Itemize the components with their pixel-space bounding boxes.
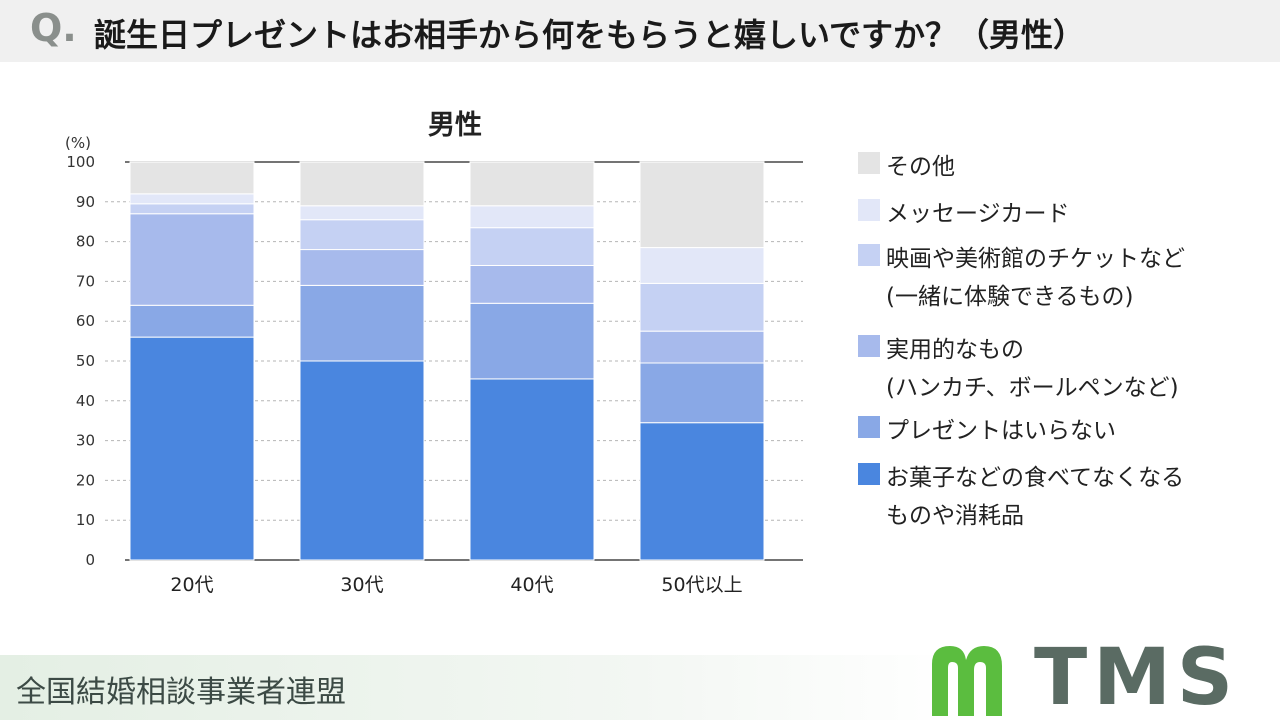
bar-segment: [129, 336, 255, 561]
bar-segment: [639, 247, 765, 284]
legend-label-line: (一緒に体験できるもの): [886, 284, 1134, 310]
legend-label-line: (ハンカチ、ボールペンなど): [886, 375, 1179, 401]
bar-segment: [469, 302, 595, 380]
legend-swatch: [858, 335, 880, 357]
bar-segment: [469, 227, 595, 266]
bar-segment: [129, 213, 255, 306]
bar-segment: [129, 304, 255, 338]
x-tick-label: 20代: [170, 574, 213, 596]
x-tick-label: 30代: [340, 574, 383, 596]
legend-swatch: [858, 152, 880, 174]
legend-swatch: [858, 244, 880, 266]
x-tick-label: 40代: [510, 574, 553, 596]
legend-swatch: [858, 416, 880, 438]
legend-swatch: [858, 199, 880, 221]
bar-segment: [639, 161, 765, 249]
question-mark-label: Q.: [30, 6, 77, 50]
legend-label: メッセージカード: [886, 195, 1070, 233]
bar-segment: [469, 205, 595, 229]
bar-segment: [639, 282, 765, 332]
y-tick-label: 30: [76, 432, 95, 450]
y-tick-label: 20: [76, 471, 95, 489]
bar-segment: [299, 161, 425, 207]
logo-text: TMS: [1034, 633, 1240, 723]
tms-logo-mark-icon: [932, 646, 1002, 716]
y-axis-unit-label: (%): [65, 134, 91, 152]
y-tick-label: 90: [76, 193, 95, 211]
stacked-bar-chart: 男性 (%) 0 10 20 30 40 50 60 70 80 90 100 20代 30代 40代 5…: [65, 110, 803, 596]
bar-segment: [469, 378, 595, 561]
y-tick-label: 70: [76, 272, 95, 290]
tms-logo: TMS: [924, 636, 1274, 720]
legend-label: 映画や美術館のチケットなど (一緒に体験できるもの): [886, 240, 1185, 316]
legend-label-line: 映画や美術館のチケットなど: [886, 246, 1185, 272]
bar-segment: [129, 193, 255, 205]
y-tick-label: 0: [85, 551, 95, 569]
chart-title: 男性: [428, 110, 482, 141]
legend-label: お菓子などの食べてなくなる ものや消耗品: [886, 459, 1184, 535]
y-tick-label: 100: [66, 153, 95, 171]
x-axis-ticks: 20代 30代 40代 50代以上: [170, 574, 742, 596]
legend-label-line: お菓子などの食べてなくなる: [886, 465, 1185, 491]
bar-segment: [299, 360, 425, 561]
footer-bar: 全国結婚相談事業者連盟: [0, 655, 1280, 720]
legend-label: プレゼントはいらない: [886, 412, 1116, 450]
header-bar: Q. 誕生日プレゼントはお相手から何をもらうと嬉しいですか？（男性）: [0, 0, 1280, 62]
page-title: 誕生日プレゼントはお相手から何をもらうと嬉しいですか？（男性）: [94, 16, 1086, 54]
bar-segment: [299, 284, 425, 362]
legend-label-line: メッセージカード: [886, 201, 1070, 227]
legend-swatch: [858, 463, 880, 485]
bar-segment: [639, 422, 765, 561]
x-tick-label: 50代以上: [661, 574, 742, 596]
bar-segment: [129, 161, 255, 195]
legend-label-line: ものや消耗品: [886, 503, 1024, 529]
y-tick-label: 50: [76, 352, 95, 370]
bar-segment: [469, 161, 595, 207]
legend-label: その他: [886, 148, 955, 186]
y-tick-label: 40: [76, 392, 95, 410]
y-tick-label: 10: [76, 511, 95, 529]
y-tick-label: 60: [76, 312, 95, 330]
bar-segment: [129, 203, 255, 215]
bar-segment: [469, 264, 595, 304]
bar-segment: [639, 362, 765, 424]
legend-label-line: その他: [886, 154, 955, 180]
organization-name: 全国結婚相談事業者連盟: [16, 675, 346, 710]
bar-segment: [299, 249, 425, 286]
bar-segment: [639, 330, 765, 364]
y-axis-ticks: 0 10 20 30 40 50 60 70 80 90 100: [66, 153, 95, 569]
legend-label-line: プレゼントはいらない: [886, 418, 1116, 444]
legend-label-line: 実用的なもの: [886, 337, 1024, 363]
bar-segment: [299, 205, 425, 221]
bar-segment: [299, 219, 425, 251]
legend-label: 実用的なもの (ハンカチ、ボールペンなど): [886, 331, 1179, 407]
y-tick-label: 80: [76, 233, 95, 251]
bars: [129, 161, 765, 561]
